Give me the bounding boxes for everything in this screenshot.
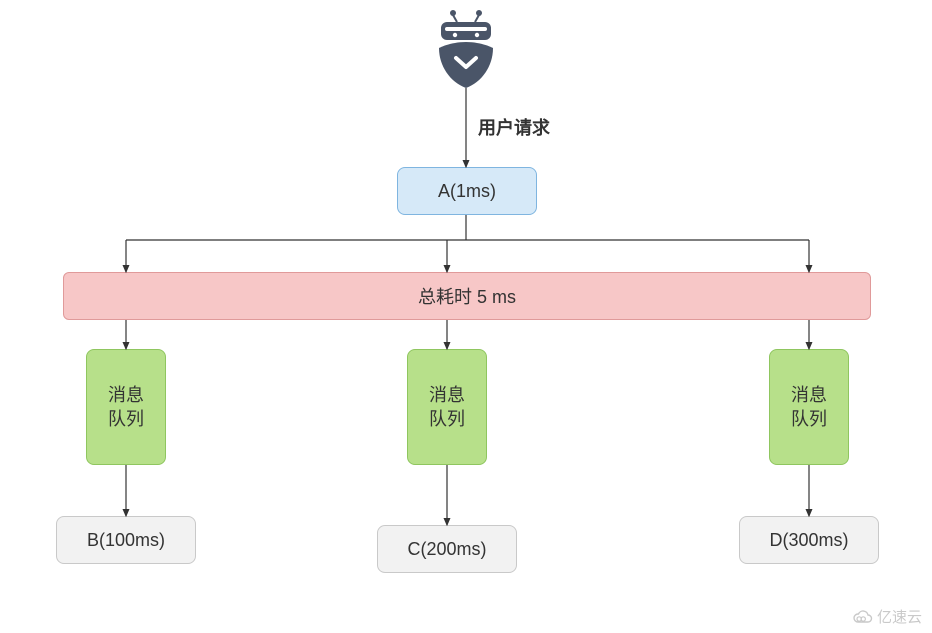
node-C-label: C(200ms) — [407, 539, 486, 560]
node-mq3-label: 消息 队列 — [791, 383, 827, 432]
node-total: 总耗时 5 ms — [63, 272, 871, 320]
node-mq1-label: 消息 队列 — [108, 383, 144, 432]
robot-icon — [433, 8, 499, 88]
node-mq2-label: 消息 队列 — [429, 383, 465, 432]
node-total-label: 总耗时 5 ms — [418, 283, 516, 309]
node-mq2: 消息 队列 — [407, 349, 487, 465]
node-A-label: A(1ms) — [438, 181, 496, 202]
node-C: C(200ms) — [377, 525, 517, 573]
node-B-label: B(100ms) — [87, 530, 165, 551]
node-D-label: D(300ms) — [769, 530, 848, 551]
node-mq3: 消息 队列 — [769, 349, 849, 465]
watermark: 亿速云 — [851, 606, 922, 627]
node-A: A(1ms) — [397, 167, 537, 215]
cloud-icon — [851, 609, 873, 625]
node-mq1: 消息 队列 — [86, 349, 166, 465]
node-B: B(100ms) — [56, 516, 196, 564]
edge-label-user-request: 用户请求 — [478, 114, 550, 140]
watermark-text: 亿速云 — [877, 606, 922, 627]
node-D: D(300ms) — [739, 516, 879, 564]
diagram-canvas: 用户请求 A(1ms) 总耗时 5 ms 消息 队列 消息 队列 消息 队列 B… — [0, 0, 932, 633]
